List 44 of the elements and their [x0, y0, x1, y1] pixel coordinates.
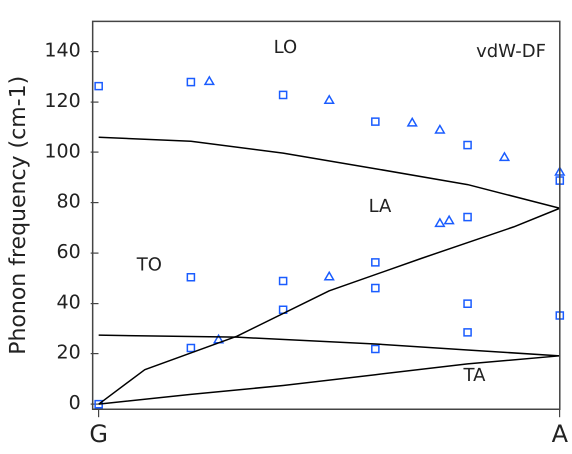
- point: [324, 94, 334, 104]
- annotation: TA: [462, 364, 486, 386]
- point: [371, 344, 380, 354]
- x-tick-label: G: [89, 420, 108, 448]
- y-tick-label: 60: [56, 241, 81, 264]
- y-tick-label: 0: [68, 392, 81, 414]
- point: [434, 124, 445, 134]
- annotation: LO: [274, 37, 298, 58]
- point: [371, 258, 380, 267]
- point: [186, 272, 196, 282]
- point: [499, 152, 510, 162]
- point: [556, 176, 564, 185]
- point: [434, 218, 445, 228]
- point: [407, 118, 418, 127]
- x-tick-label: A: [552, 420, 569, 448]
- annotation: TO: [136, 254, 162, 276]
- y-tick-label: 120: [44, 90, 81, 112]
- annotation: LA: [368, 196, 392, 218]
- point: [371, 284, 380, 292]
- point: [94, 82, 103, 90]
- point: [204, 76, 214, 86]
- point: [213, 334, 224, 344]
- point: [463, 328, 472, 337]
- y-tick-label: 40: [56, 291, 81, 314]
- point: [463, 299, 472, 308]
- point: [444, 215, 454, 224]
- point: [278, 305, 288, 314]
- y-tick-label: 80: [56, 190, 81, 213]
- y-tick-label: 20: [56, 342, 81, 364]
- point: [463, 212, 472, 222]
- point: [371, 117, 380, 126]
- point: [554, 166, 565, 176]
- y-tick-label: 100: [44, 140, 81, 162]
- point: [324, 272, 334, 280]
- point: [186, 78, 196, 86]
- point: [463, 140, 472, 150]
- y-axis-title: Phonon frequency (cm-1): [6, 76, 31, 355]
- point: [278, 276, 288, 286]
- y-tick-label: 140: [44, 40, 81, 62]
- point: [186, 344, 196, 352]
- annotation: vdW-DF: [476, 41, 546, 62]
- point: [556, 311, 564, 320]
- point: [278, 90, 288, 100]
- point: [94, 400, 103, 408]
